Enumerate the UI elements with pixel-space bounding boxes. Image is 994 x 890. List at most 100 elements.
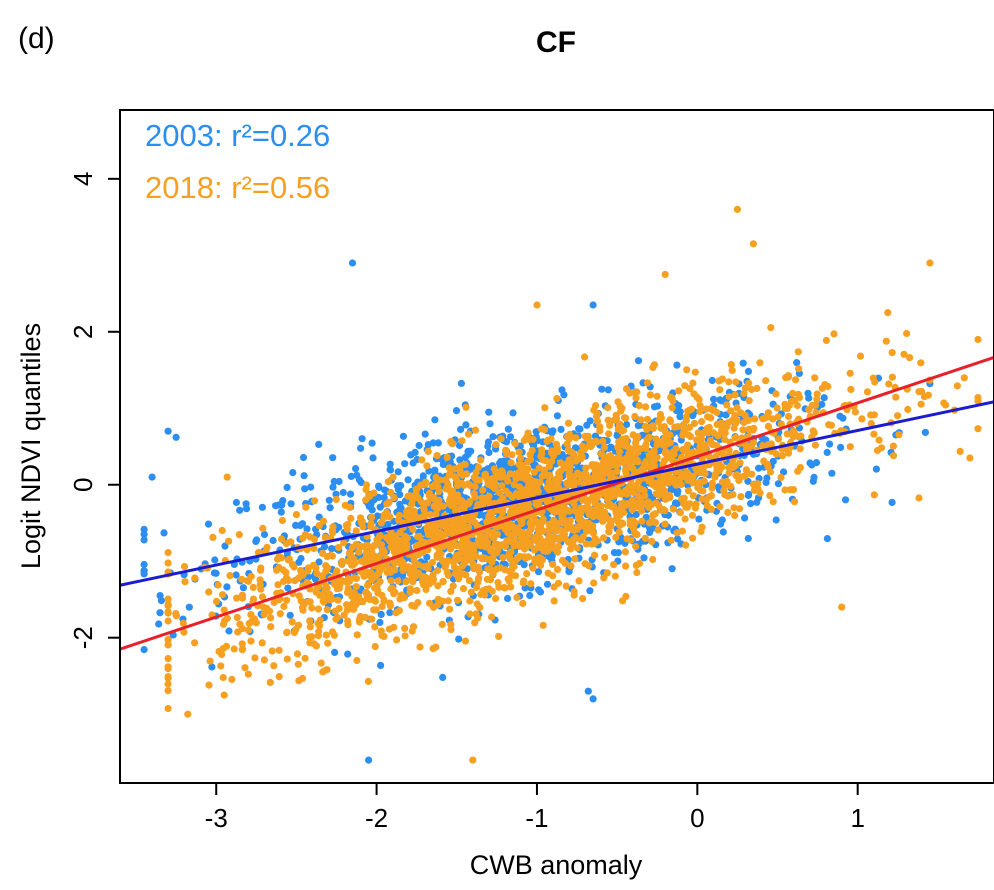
data-point bbox=[303, 546, 311, 554]
data-point bbox=[238, 594, 247, 602]
data-point bbox=[643, 502, 652, 510]
data-point bbox=[347, 514, 355, 523]
data-point bbox=[368, 576, 376, 584]
data-point bbox=[555, 508, 563, 516]
data-point bbox=[566, 433, 574, 441]
data-point bbox=[689, 534, 697, 542]
data-point bbox=[497, 435, 505, 443]
data-point bbox=[565, 519, 573, 527]
data-point bbox=[355, 476, 364, 484]
data-point bbox=[536, 478, 544, 486]
data-point bbox=[735, 505, 744, 513]
data-point bbox=[414, 569, 422, 577]
data-point bbox=[375, 493, 383, 501]
data-point bbox=[469, 756, 477, 764]
data-point bbox=[953, 382, 962, 390]
data-point bbox=[680, 447, 688, 455]
data-point bbox=[917, 400, 925, 408]
data-point bbox=[547, 435, 555, 443]
data-point bbox=[634, 357, 643, 365]
data-point bbox=[586, 587, 594, 595]
data-point bbox=[613, 512, 621, 520]
data-point bbox=[273, 566, 281, 574]
data-point bbox=[348, 561, 356, 569]
data-point bbox=[592, 490, 600, 498]
data-point bbox=[266, 678, 274, 687]
data-point bbox=[759, 442, 767, 450]
data-point bbox=[615, 438, 623, 446]
data-point bbox=[926, 259, 934, 267]
data-point bbox=[323, 553, 331, 561]
data-point bbox=[667, 486, 675, 494]
data-point bbox=[352, 465, 360, 473]
data-point bbox=[736, 459, 744, 467]
y-tick-label: -2 bbox=[68, 626, 98, 649]
data-point bbox=[691, 504, 700, 512]
data-point bbox=[681, 382, 689, 390]
data-point bbox=[421, 430, 429, 438]
data-point bbox=[516, 552, 524, 561]
data-point bbox=[646, 391, 655, 399]
data-point bbox=[548, 447, 556, 455]
data-point bbox=[662, 448, 670, 456]
data-point bbox=[470, 565, 478, 573]
data-point bbox=[622, 434, 630, 443]
data-point bbox=[390, 559, 399, 567]
data-point bbox=[363, 594, 371, 602]
data-point bbox=[185, 603, 193, 611]
data-point bbox=[316, 616, 324, 624]
data-point bbox=[352, 583, 360, 591]
data-point bbox=[508, 451, 516, 459]
data-point bbox=[720, 486, 728, 495]
data-point bbox=[672, 445, 680, 453]
data-point bbox=[591, 469, 600, 477]
data-point bbox=[731, 511, 739, 520]
data-point bbox=[238, 640, 246, 648]
data-point bbox=[695, 515, 703, 523]
data-point bbox=[481, 554, 489, 563]
data-point bbox=[172, 610, 180, 618]
data-point bbox=[568, 540, 576, 548]
data-point bbox=[761, 414, 769, 422]
data-point bbox=[164, 641, 172, 649]
data-point bbox=[510, 542, 518, 550]
data-point bbox=[642, 403, 650, 411]
data-point bbox=[660, 487, 669, 495]
data-point bbox=[636, 485, 644, 493]
data-point bbox=[474, 575, 482, 583]
data-point bbox=[524, 465, 532, 473]
data-point bbox=[600, 534, 608, 542]
data-point bbox=[691, 368, 699, 376]
data-point bbox=[870, 411, 878, 419]
data-point bbox=[579, 595, 587, 603]
data-point bbox=[811, 374, 819, 382]
data-point bbox=[592, 402, 600, 410]
data-point bbox=[519, 599, 527, 608]
data-point bbox=[703, 502, 711, 510]
data-point bbox=[622, 469, 630, 477]
y-tick-label: 2 bbox=[68, 325, 98, 339]
data-point bbox=[214, 581, 222, 589]
data-point bbox=[744, 491, 753, 499]
data-point bbox=[915, 388, 923, 396]
data-point bbox=[661, 520, 669, 528]
data-point bbox=[698, 495, 706, 503]
data-point bbox=[679, 473, 687, 481]
data-point bbox=[614, 398, 622, 406]
data-point bbox=[599, 437, 607, 445]
data-point bbox=[530, 468, 538, 476]
data-point bbox=[377, 661, 385, 670]
data-point bbox=[682, 413, 691, 421]
data-point bbox=[592, 437, 600, 445]
data-point bbox=[582, 518, 590, 527]
data-point bbox=[155, 620, 163, 628]
data-point bbox=[589, 695, 597, 703]
data-point bbox=[589, 301, 597, 309]
data-point bbox=[164, 559, 172, 567]
data-point bbox=[754, 480, 762, 488]
data-point bbox=[697, 439, 705, 447]
data-point bbox=[332, 495, 340, 504]
data-point bbox=[465, 548, 473, 557]
data-point bbox=[371, 623, 379, 631]
data-point bbox=[492, 594, 500, 603]
